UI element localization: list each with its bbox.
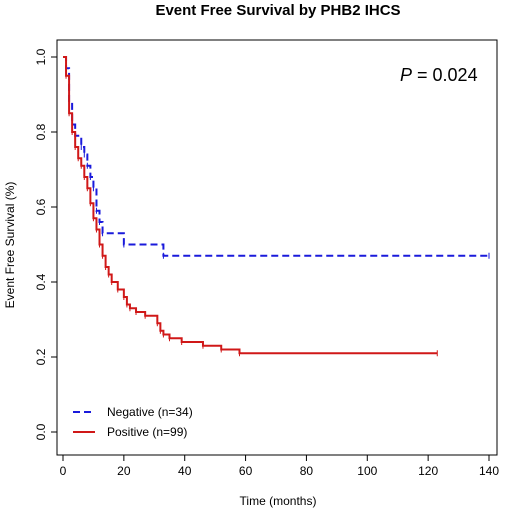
x-tick-label: 120 — [418, 464, 438, 478]
y-axis: 0.0 0.2 0.4 0.6 0.8 1.0 — [34, 48, 58, 440]
y-axis-label: Event Free Survival (%) — [3, 182, 17, 309]
x-tick-label: 0 — [60, 464, 67, 478]
legend: Negative (n=34) Positive (n=99) — [73, 405, 193, 439]
p-value-letter: P — [400, 65, 412, 85]
plot-frame — [56, 39, 498, 456]
chart-title: Event Free Survival by PHB2 IHCS — [155, 2, 400, 19]
y-tick-label: 0.6 — [34, 198, 48, 215]
legend-label: Negative (n=34) — [107, 405, 193, 419]
legend-label: Positive (n=99) — [107, 425, 187, 439]
x-axis-label: Time (months) — [240, 494, 317, 508]
x-tick-label: 20 — [117, 464, 131, 478]
y-tick-label: 0.4 — [34, 273, 48, 290]
x-axis: 0 20 40 60 80 100 120 140 — [60, 454, 499, 478]
series-layer — [63, 56, 490, 357]
x-tick-label: 40 — [178, 464, 192, 478]
p-value-text: = 0.024 — [412, 65, 478, 85]
series-negative-line — [63, 56, 489, 257]
x-tick-label: 80 — [300, 464, 314, 478]
x-tick-label: 140 — [479, 464, 499, 478]
y-tick-label: 0.0 — [34, 423, 48, 440]
x-tick-label: 100 — [357, 464, 377, 478]
x-tick-label: 60 — [239, 464, 253, 478]
y-tick-label: 1.0 — [34, 48, 48, 65]
y-tick-label: 0.8 — [34, 123, 48, 140]
y-tick-label: 0.2 — [34, 348, 48, 365]
series-positive-line — [63, 56, 438, 355]
p-value-annotation: P = 0.024 — [400, 65, 478, 85]
